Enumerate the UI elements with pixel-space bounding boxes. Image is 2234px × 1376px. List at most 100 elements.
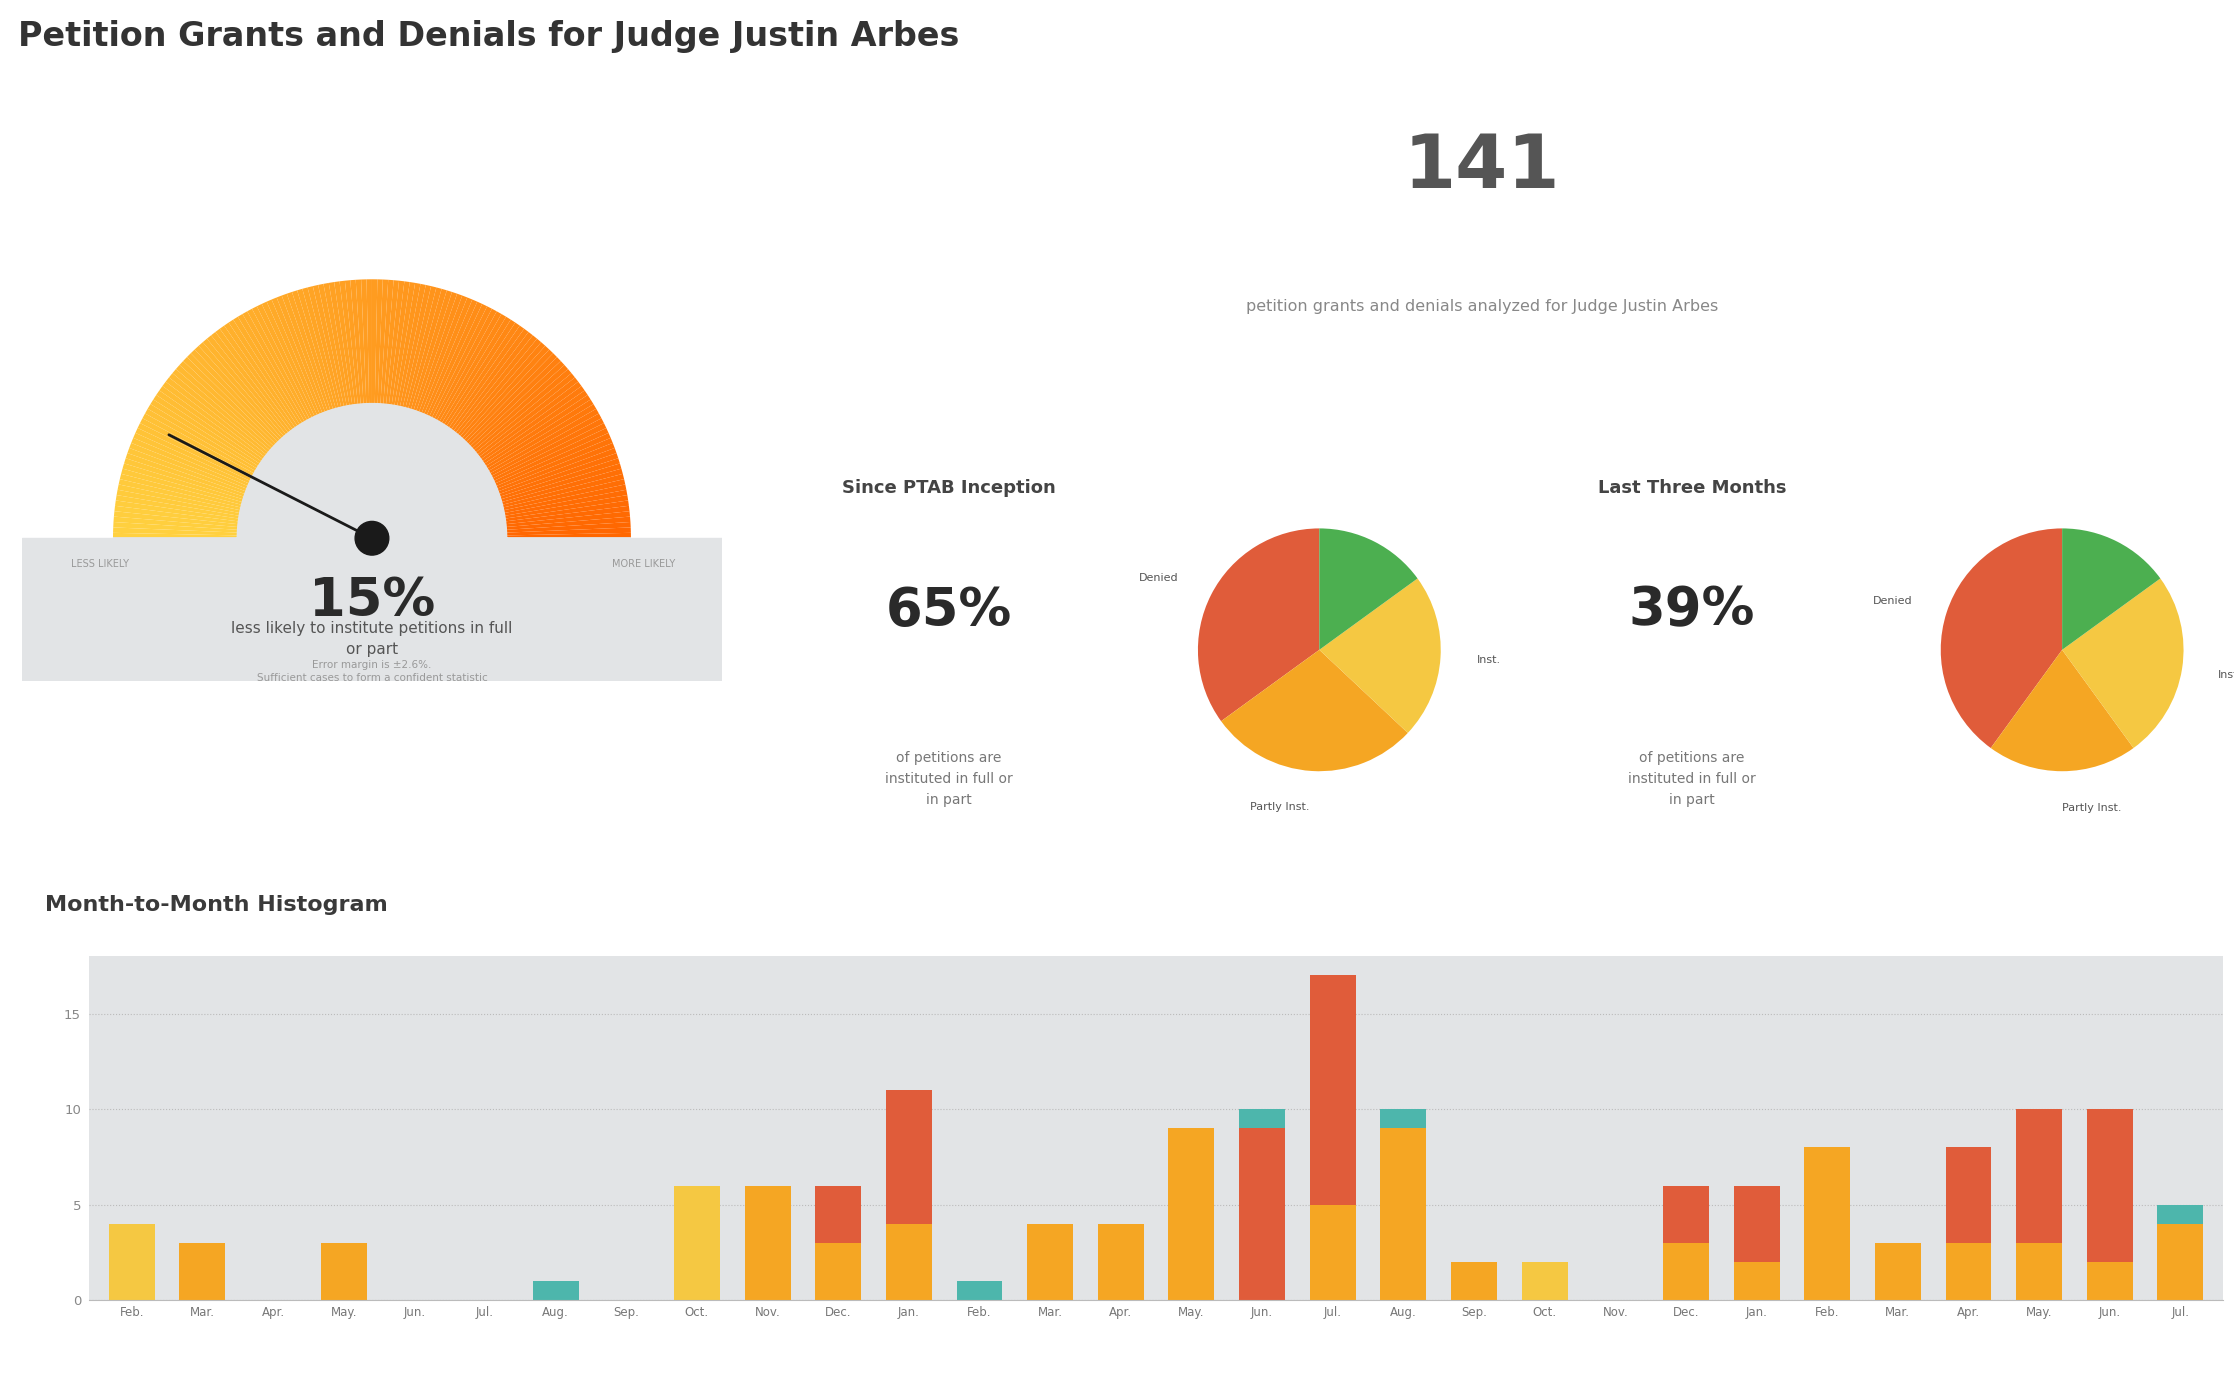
Polygon shape: [505, 495, 628, 519]
Polygon shape: [485, 399, 594, 468]
Text: 65%: 65%: [887, 585, 1012, 637]
Polygon shape: [480, 381, 581, 460]
Polygon shape: [469, 356, 561, 446]
Polygon shape: [489, 413, 601, 476]
Polygon shape: [210, 332, 290, 432]
Polygon shape: [244, 311, 306, 421]
Polygon shape: [503, 469, 623, 505]
Polygon shape: [22, 538, 722, 681]
Bar: [1734, 1262, 1780, 1300]
Bar: [1662, 1243, 1709, 1300]
Polygon shape: [462, 345, 550, 440]
Polygon shape: [154, 395, 259, 466]
Polygon shape: [366, 279, 371, 403]
Polygon shape: [114, 403, 630, 538]
Polygon shape: [281, 293, 328, 411]
Text: 39%: 39%: [1629, 585, 1756, 637]
Polygon shape: [476, 373, 574, 454]
Polygon shape: [156, 391, 261, 464]
Polygon shape: [400, 285, 431, 407]
Polygon shape: [297, 289, 335, 409]
Polygon shape: [500, 458, 619, 499]
Polygon shape: [427, 301, 483, 417]
Polygon shape: [489, 409, 599, 473]
Polygon shape: [139, 422, 252, 480]
Polygon shape: [183, 356, 275, 446]
Polygon shape: [456, 336, 536, 435]
Text: Denied: Denied: [1139, 574, 1180, 583]
Polygon shape: [340, 281, 357, 405]
Polygon shape: [147, 405, 257, 471]
Polygon shape: [125, 453, 246, 497]
Bar: [744, 1186, 791, 1300]
Polygon shape: [125, 458, 244, 499]
Polygon shape: [170, 373, 268, 454]
Text: Sufficient cases to form a confident statistic: Sufficient cases to form a confident sta…: [257, 673, 487, 682]
Polygon shape: [416, 293, 462, 411]
Polygon shape: [159, 387, 264, 461]
Polygon shape: [203, 338, 286, 436]
Polygon shape: [483, 391, 588, 464]
Polygon shape: [505, 506, 630, 524]
Text: 141: 141: [1403, 131, 1562, 204]
Polygon shape: [228, 319, 299, 427]
Bar: [1521, 1262, 1568, 1300]
Bar: [1946, 1243, 1990, 1300]
Wedge shape: [1320, 578, 1441, 733]
Text: LESS LIKELY: LESS LIKELY: [71, 559, 130, 568]
Polygon shape: [391, 282, 416, 406]
Text: Inst.: Inst.: [2218, 670, 2234, 680]
Bar: [1874, 1243, 1921, 1300]
Bar: [1309, 976, 1356, 1205]
Polygon shape: [351, 279, 364, 405]
Polygon shape: [194, 345, 281, 440]
Wedge shape: [1990, 649, 2133, 771]
Text: less likely to institute petitions in full: less likely to institute petitions in fu…: [232, 621, 512, 636]
Polygon shape: [219, 326, 295, 429]
Polygon shape: [454, 332, 534, 432]
Polygon shape: [496, 433, 610, 486]
Polygon shape: [123, 464, 244, 502]
Polygon shape: [505, 510, 630, 527]
Polygon shape: [165, 377, 266, 457]
Polygon shape: [277, 296, 324, 413]
Text: Partly Inst.: Partly Inst.: [1251, 802, 1309, 812]
Text: Since PTAB Inception: Since PTAB Inception: [842, 479, 1057, 497]
Polygon shape: [118, 479, 241, 510]
Polygon shape: [328, 282, 353, 406]
Polygon shape: [469, 361, 565, 449]
Polygon shape: [496, 438, 612, 488]
Wedge shape: [2062, 578, 2183, 749]
Polygon shape: [163, 381, 264, 460]
Polygon shape: [498, 453, 619, 497]
Polygon shape: [447, 322, 521, 428]
Polygon shape: [232, 316, 302, 425]
Polygon shape: [143, 413, 255, 476]
Polygon shape: [118, 484, 241, 513]
Polygon shape: [208, 336, 288, 435]
Bar: [2158, 1205, 2203, 1223]
Bar: [1240, 1128, 1285, 1300]
Polygon shape: [293, 290, 333, 410]
Circle shape: [355, 522, 389, 555]
Bar: [1805, 1148, 1850, 1300]
Polygon shape: [478, 377, 579, 457]
Polygon shape: [498, 443, 614, 491]
Bar: [887, 1090, 932, 1223]
Polygon shape: [114, 506, 239, 524]
Polygon shape: [424, 300, 478, 416]
Wedge shape: [1941, 528, 2062, 749]
Bar: [887, 1223, 932, 1300]
Bar: [109, 1223, 154, 1300]
Polygon shape: [344, 281, 360, 405]
Bar: [179, 1243, 226, 1300]
Polygon shape: [507, 527, 630, 535]
Polygon shape: [485, 395, 590, 466]
Polygon shape: [505, 501, 630, 522]
Bar: [956, 1281, 1003, 1300]
Bar: [1734, 1186, 1780, 1262]
Polygon shape: [127, 449, 246, 494]
Polygon shape: [505, 490, 628, 516]
Polygon shape: [465, 350, 554, 442]
Polygon shape: [116, 490, 239, 516]
